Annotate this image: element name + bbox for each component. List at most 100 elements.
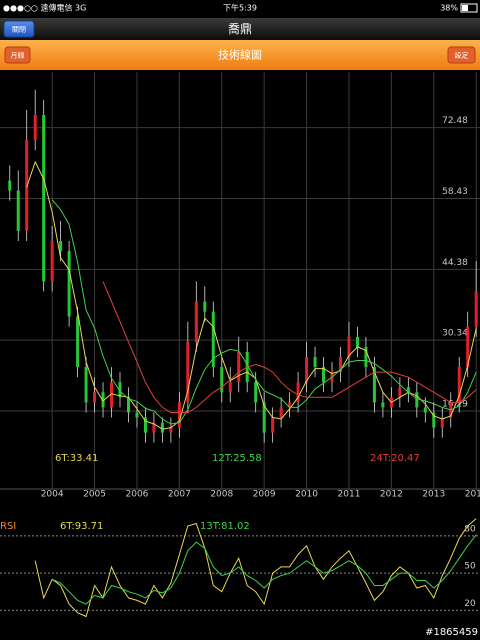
legend-entry: 24T:20.47: [370, 453, 420, 464]
status-bar: [0, 0, 480, 18]
x-tick-label: 2004: [41, 490, 64, 500]
y-tick-label: 80: [464, 524, 476, 534]
legend-entry: 13T:81.02: [200, 521, 250, 532]
candle-body: [84, 367, 88, 403]
candle-body: [262, 402, 266, 433]
legend-entry: 6T:33.41: [55, 453, 98, 464]
y-tick-label: 44.38: [442, 258, 468, 268]
watermark: #1865459: [425, 627, 478, 638]
candle-body: [220, 367, 224, 393]
nav-bar: [0, 18, 480, 40]
period-button-label: 月線: [11, 51, 25, 60]
candle-body: [126, 397, 130, 413]
candle-body: [457, 367, 461, 403]
candle-body: [406, 387, 410, 393]
candle-body: [135, 412, 139, 418]
candle-body: [338, 356, 342, 373]
candle-body: [271, 417, 275, 433]
candle-body: [169, 427, 173, 433]
candle-body: [347, 336, 351, 357]
candle-body: [160, 422, 164, 433]
x-tick-label: 2013: [422, 490, 445, 500]
close-button[interactable]: [3, 20, 35, 38]
tool-bar: [0, 40, 480, 70]
candle-body: [177, 402, 181, 428]
battery-fill: [462, 5, 468, 11]
candle-body: [279, 407, 283, 418]
clock: 下午5:39: [223, 3, 257, 13]
candle-body: [8, 180, 12, 191]
candle-body: [59, 241, 63, 252]
indicator-line: [51, 199, 477, 425]
candle-body: [110, 382, 114, 408]
candle-body: [372, 367, 376, 403]
y-tick-label: 20: [464, 599, 476, 609]
candle-body: [474, 291, 478, 327]
legend-entry: 12T:25.58: [212, 453, 262, 464]
settings-button[interactable]: [447, 46, 476, 64]
candle-body: [381, 402, 385, 408]
candle-body: [194, 301, 198, 342]
x-tick-label: 2012: [380, 490, 403, 500]
x-tick-label: 2006: [126, 490, 149, 500]
candle-body: [33, 114, 37, 141]
y-tick-label: 72.48: [442, 116, 468, 126]
candle-body: [466, 326, 470, 368]
x-tick-label: 2007: [168, 490, 191, 500]
x-axis: 2004 2005 2006 2007 2008 2009 2010 2011 2012 2013…: [41, 490, 480, 500]
candle-body: [432, 412, 436, 428]
candle-body: [76, 316, 80, 368]
period-button[interactable]: [4, 46, 31, 64]
candle-body: [228, 382, 232, 393]
candle-body: [67, 251, 71, 317]
indicator-line: [34, 518, 477, 618]
carrier: ●●●○○ 遠傳電信 3G: [3, 3, 86, 13]
candle-body: [415, 392, 419, 408]
indicator-line: [51, 534, 477, 605]
candle-body: [203, 301, 207, 312]
candle-body: [322, 367, 326, 383]
x-tick-label: 2005: [83, 490, 106, 500]
rsi-chart: 80 50 20 RSI 6T:93.71 13T:81.02: [0, 518, 480, 618]
indicator-line: [26, 160, 477, 430]
nav-title: 喬鼎: [228, 22, 252, 36]
y-tick-label: 58.43: [442, 187, 468, 197]
settings-button-label: 設定: [455, 51, 469, 60]
indicator-title: RSI: [0, 521, 16, 532]
candle-body: [313, 356, 317, 368]
battery-level: 38%: [440, 4, 458, 13]
x-tick-label: 2010: [295, 490, 318, 500]
x-tick-label: 2008: [210, 490, 233, 500]
x-tick-label: 2011: [338, 490, 361, 500]
candle-body: [152, 422, 156, 433]
candle-body: [288, 402, 292, 408]
candle-body: [237, 351, 241, 383]
candle-body: [16, 190, 20, 231]
candle-body: [186, 341, 190, 403]
candle-body: [398, 387, 402, 398]
candle-body: [93, 392, 97, 403]
x-tick-label: 2014: [465, 490, 480, 500]
candle-body: [423, 407, 427, 413]
legend-entry: 6T:93.71: [60, 521, 103, 532]
candle-body: [296, 382, 300, 403]
battery-icon: [460, 3, 478, 13]
candle-body: [254, 382, 258, 403]
candle-body: [211, 311, 215, 368]
candle-body: [305, 356, 309, 383]
x-tick-label: 2009: [253, 490, 276, 500]
candle-body: [101, 392, 105, 408]
y-tick-label: 30.34: [442, 329, 468, 339]
candle-body: [118, 382, 122, 398]
tool-title: 技術線圖: [218, 48, 262, 62]
candle-body: [50, 241, 54, 282]
candle-body: [355, 336, 359, 347]
candle-body: [440, 417, 444, 428]
close-button-label: 關閉: [12, 26, 26, 34]
y-tick-label: 50: [464, 562, 476, 572]
candle-body: [42, 114, 46, 282]
candle-body: [364, 346, 368, 368]
